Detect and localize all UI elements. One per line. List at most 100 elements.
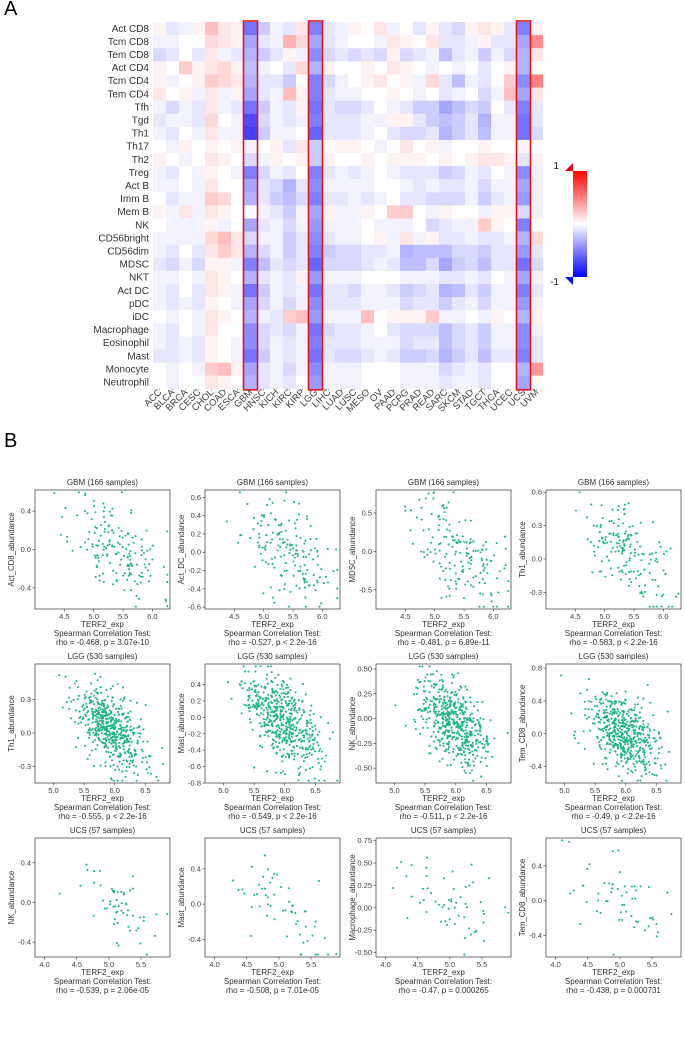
scatter-point <box>282 691 285 695</box>
heatmap-cell <box>244 48 257 62</box>
heatmap-cell <box>153 244 166 258</box>
heatmap-cell <box>426 270 439 285</box>
heatmap-cell <box>400 179 413 193</box>
scatter-point <box>117 745 120 748</box>
scatter-point <box>438 679 441 682</box>
scatter-point <box>260 519 263 523</box>
y-tick-label: 0.50 <box>357 859 372 868</box>
heatmap-cell <box>192 48 205 62</box>
scatter-point <box>275 689 278 692</box>
heatmap-cell <box>270 336 283 350</box>
scatter-point <box>107 524 110 527</box>
scatter-title: UCS (57 samples) <box>411 826 477 835</box>
scatter-point <box>93 714 97 717</box>
scatter-point <box>109 777 112 780</box>
heatmap-cell <box>283 153 296 167</box>
heatmap-cell <box>400 323 413 337</box>
scatter-point <box>133 749 136 752</box>
heatmap-cell <box>218 153 231 167</box>
scatter-point <box>278 726 281 729</box>
scatter-point <box>451 736 454 739</box>
heatmap-cell <box>270 126 283 141</box>
heatmap-cell <box>231 35 244 49</box>
scatter-point <box>113 723 116 726</box>
heatmap-cell <box>452 297 465 311</box>
scatter-point <box>392 887 395 890</box>
heatmap-cell <box>179 113 192 127</box>
heatmap-cell <box>400 375 413 389</box>
heatmap-cell <box>465 205 478 219</box>
scatter-point <box>441 717 444 720</box>
heatmap-cell <box>283 48 296 62</box>
scatter-point <box>289 590 292 593</box>
heatmap-cell <box>218 297 231 311</box>
scatter-point <box>479 571 482 574</box>
heatmap-cell <box>439 375 452 389</box>
scatter-point <box>272 739 276 742</box>
heatmap-cell <box>218 61 231 75</box>
scatter-point <box>437 721 440 724</box>
scatter-point <box>479 734 482 737</box>
scatter-point <box>633 714 636 717</box>
stat-result: rho = -0.49, p < 2.2e-16 <box>571 812 656 821</box>
scatter-point <box>269 512 273 515</box>
scatter-point <box>423 556 426 559</box>
scatter-point <box>643 748 646 752</box>
heatmap-cell <box>452 100 465 114</box>
scatter-point <box>138 735 141 739</box>
heatmap-cell <box>153 336 166 350</box>
scatter-point <box>621 732 624 735</box>
scatter-point <box>124 726 127 729</box>
scatter-point <box>469 713 472 716</box>
scatter-point <box>128 755 131 759</box>
scatter-point <box>250 905 253 909</box>
scatter-point <box>630 746 633 749</box>
y-axis-label: Tem_CD8_abundance <box>519 685 527 763</box>
scatter-point <box>424 707 428 710</box>
scatter-point <box>324 575 328 578</box>
heatmap-cell <box>309 244 322 258</box>
scatter-point <box>278 741 281 745</box>
scatter-point <box>604 762 608 765</box>
scatter-point <box>651 552 654 555</box>
scatter-point <box>91 717 95 720</box>
scatter-point <box>104 520 107 524</box>
scatter-point <box>482 605 485 608</box>
scatter-point <box>255 702 258 705</box>
scatter-point <box>600 739 603 742</box>
scatter-point <box>319 748 322 751</box>
scatter-point <box>485 737 488 740</box>
scatter-point <box>474 549 477 553</box>
scatter-point <box>99 764 102 767</box>
scatter-point <box>264 723 267 726</box>
heatmap-cell <box>257 126 270 141</box>
x-tick-label: 4.5 <box>413 960 423 969</box>
heatmap-cell <box>517 336 530 350</box>
heatmap-cell <box>413 336 426 350</box>
heatmap-cell <box>387 153 400 167</box>
scatter-point <box>309 727 312 730</box>
scatter-point <box>106 695 109 698</box>
scatter-point <box>291 554 294 557</box>
scatter-point <box>507 911 510 914</box>
heatmap-cell <box>296 126 309 141</box>
scatter-point <box>468 764 471 767</box>
heatmap-cell <box>244 166 257 180</box>
heatmap-cell <box>218 257 231 272</box>
heatmap-cell <box>179 270 192 285</box>
heatmap-cell <box>413 35 426 49</box>
heatmap-cell <box>348 87 361 101</box>
scatter-point <box>280 683 283 686</box>
heatmap-cell <box>439 113 452 127</box>
heatmap-cell <box>504 362 517 376</box>
scatter-point <box>267 562 270 566</box>
scatter-point <box>82 709 85 712</box>
scatter-point <box>448 523 451 526</box>
scatter-point <box>284 702 288 705</box>
scatter-point <box>318 730 321 733</box>
heatmap-cell <box>413 166 426 180</box>
scatter-point <box>623 730 626 733</box>
heatmap-cell <box>244 22 257 36</box>
scatter-point <box>605 716 608 719</box>
scatter-point <box>429 680 432 683</box>
